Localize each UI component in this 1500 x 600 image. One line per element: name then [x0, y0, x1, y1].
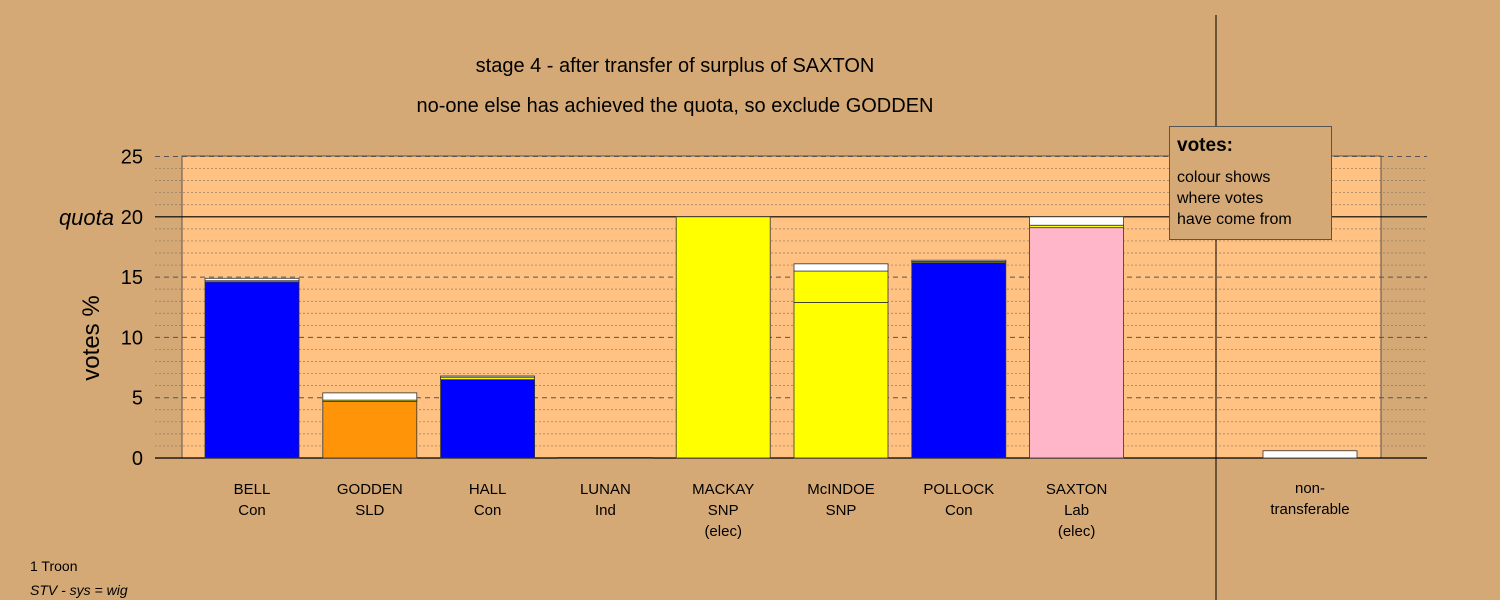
bar-segment: [793, 302, 889, 459]
chart-subtitle: no-one else has achieved the quota, so e…: [417, 95, 934, 117]
quota-label: quota: [59, 205, 114, 230]
legend-line: where votes: [1177, 190, 1264, 207]
candidate-status-label: (elec): [704, 523, 742, 540]
bar-segment: [204, 281, 300, 459]
bar-segment: [322, 400, 418, 459]
bar-segment: [793, 263, 889, 272]
candidate-name-label: MACKAY: [692, 481, 754, 498]
bar-segment: [911, 259, 1007, 262]
bar-segment: [558, 456, 653, 459]
candidate-party-label: SLD: [355, 502, 384, 519]
candidate-name-label: POLLOCK: [923, 481, 994, 498]
chart-title: stage 4 - after transfer of surplus of S…: [476, 55, 875, 77]
candidate-name-label: McINDOE: [807, 481, 875, 498]
non-transferable-label: non-: [1295, 480, 1325, 497]
candidate-party-label: Con: [945, 502, 973, 519]
bar-segment: [1029, 227, 1124, 459]
candidate-status-label: (elec): [1058, 523, 1096, 540]
y-axis-label: votes %: [78, 295, 105, 380]
candidate-party-label: Lab: [1064, 502, 1089, 519]
footer-system: STV - sys = wig: [30, 582, 128, 598]
candidate-name-label: BELL: [234, 481, 271, 498]
y-tick-label: 20: [121, 207, 143, 229]
y-tick-label: 10: [121, 327, 143, 349]
legend-box: votes: colour shows where votes have com…: [1169, 126, 1332, 240]
y-tick-label: 5: [132, 388, 143, 410]
candidate-party-label: SNP: [708, 502, 739, 519]
bar-segment: [204, 277, 300, 282]
bar-segment: [440, 375, 536, 378]
y-tick-label: 25: [121, 147, 143, 169]
legend-line: have come from: [1177, 211, 1292, 228]
bar-segment: [1029, 216, 1124, 226]
non-transferable-label: transferable: [1270, 501, 1349, 518]
footer-location: 1 Troon: [30, 558, 78, 574]
y-tick-label: 0: [132, 448, 143, 470]
candidate-party-label: Ind: [595, 502, 616, 519]
bar-segment: [793, 270, 889, 303]
bar-segment: [440, 379, 536, 459]
candidate-party-label: Con: [238, 502, 266, 519]
y-tick-label: 15: [121, 267, 143, 289]
bar-segment: [322, 392, 418, 401]
candidate-name-label: HALL: [469, 481, 507, 498]
candidate-party-label: SNP: [826, 502, 857, 519]
bar-segment: [675, 216, 771, 459]
candidate-name-label: GODDEN: [337, 481, 403, 498]
legend-line: colour shows: [1177, 169, 1271, 186]
legend-title: votes:: [1177, 135, 1233, 156]
bar-segment: [911, 262, 1007, 459]
candidate-party-label: Con: [474, 502, 502, 519]
non-transferable-bar: [1262, 450, 1358, 459]
candidate-name-label: LUNAN: [580, 481, 631, 498]
candidate-name-label: SAXTON: [1046, 481, 1107, 498]
